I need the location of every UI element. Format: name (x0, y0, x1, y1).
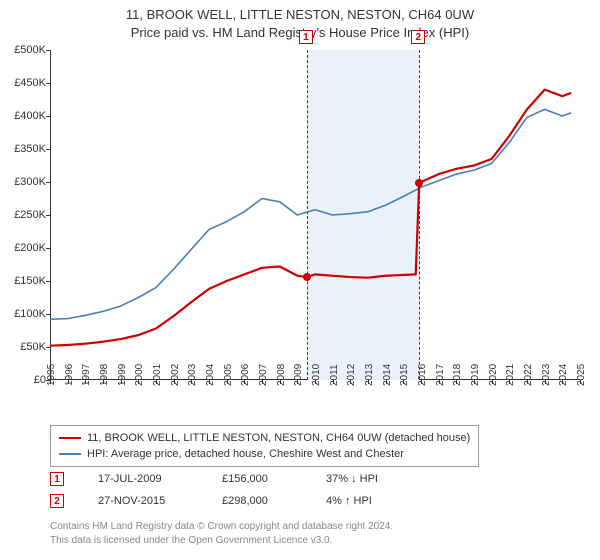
x-tick (333, 380, 334, 384)
y-tick-label: £300K (14, 176, 46, 188)
x-tick (244, 380, 245, 384)
legend-row: 11, BROOK WELL, LITTLE NESTON, NESTON, C… (59, 430, 470, 446)
x-tick (191, 380, 192, 384)
x-tick (85, 380, 86, 384)
x-tick (527, 380, 528, 384)
series-hpi (50, 109, 571, 319)
sales-table: 1 17-JUL-2009 £156,000 37% ↓ HPI 2 27-NOV-201… (50, 468, 406, 512)
x-tick (315, 380, 316, 384)
x-tick (580, 380, 581, 384)
sale-diff: 37% ↓ HPI (326, 473, 406, 485)
y-tick-label: £50K (20, 341, 46, 353)
x-tick (439, 380, 440, 384)
x-tick (280, 380, 281, 384)
sale-row-badge: 1 (50, 472, 64, 486)
sale-row: 1 17-JUL-2009 £156,000 37% ↓ HPI (50, 468, 406, 490)
sale-row-badge: 2 (50, 494, 64, 508)
x-tick (456, 380, 457, 384)
x-tick (103, 380, 104, 384)
legend-label: 11, BROOK WELL, LITTLE NESTON, NESTON, C… (87, 432, 470, 444)
legend-label: HPI: Average price, detached house, Ches… (87, 448, 404, 460)
sale-point (303, 273, 311, 281)
y-tick-label: £100K (14, 308, 46, 320)
x-tick (386, 380, 387, 384)
x-tick (121, 380, 122, 384)
sale-point (415, 179, 423, 187)
x-tick (492, 380, 493, 384)
x-tick (297, 380, 298, 384)
x-tick (562, 380, 563, 384)
x-tick (262, 380, 263, 384)
sale-diff: 4% ↑ HPI (326, 495, 406, 507)
series-svg (50, 50, 580, 380)
sale-price: £156,000 (222, 473, 292, 485)
chart-container: 11, BROOK WELL, LITTLE NESTON, NESTON, C… (0, 0, 600, 560)
x-tick (350, 380, 351, 384)
y-tick-label: £0 (34, 374, 46, 386)
y-tick-label: £450K (14, 77, 46, 89)
x-tick (368, 380, 369, 384)
x-tick (209, 380, 210, 384)
sale-date: 27-NOV-2015 (98, 495, 188, 507)
sale-marker-badge: 2 (411, 30, 425, 44)
y-tick-label: £150K (14, 275, 46, 287)
x-tick (68, 380, 69, 384)
x-tick (474, 380, 475, 384)
legend-row: HPI: Average price, detached house, Ches… (59, 446, 470, 462)
x-tick (138, 380, 139, 384)
sale-marker-badge: 1 (299, 30, 313, 44)
x-tick (421, 380, 422, 384)
x-tick (545, 380, 546, 384)
y-tick-label: £500K (14, 44, 46, 56)
x-tick (227, 380, 228, 384)
x-tick (403, 380, 404, 384)
sale-row: 2 27-NOV-2015 £298,000 4% ↑ HPI (50, 490, 406, 512)
sale-price: £298,000 (222, 495, 292, 507)
attribution-line2: This data is licensed under the Open Gov… (50, 534, 393, 548)
attribution: Contains HM Land Registry data © Crown c… (50, 520, 393, 547)
x-tick (174, 380, 175, 384)
legend-swatch (59, 437, 81, 439)
y-tick-label: £200K (14, 242, 46, 254)
x-tick (509, 380, 510, 384)
legend-swatch (59, 453, 81, 455)
title-line1: 11, BROOK WELL, LITTLE NESTON, NESTON, C… (0, 6, 600, 24)
x-tick (156, 380, 157, 384)
attribution-line1: Contains HM Land Registry data © Crown c… (50, 520, 393, 534)
y-tick-label: £350K (14, 143, 46, 155)
y-tick-label: £400K (14, 110, 46, 122)
x-tick (50, 380, 51, 384)
plot-area: £0£50K£100K£150K£200K£250K£300K£350K£400… (50, 50, 580, 380)
y-tick-label: £250K (14, 209, 46, 221)
legend: 11, BROOK WELL, LITTLE NESTON, NESTON, C… (50, 425, 479, 467)
sale-date: 17-JUL-2009 (98, 473, 188, 485)
series-property (50, 90, 571, 346)
